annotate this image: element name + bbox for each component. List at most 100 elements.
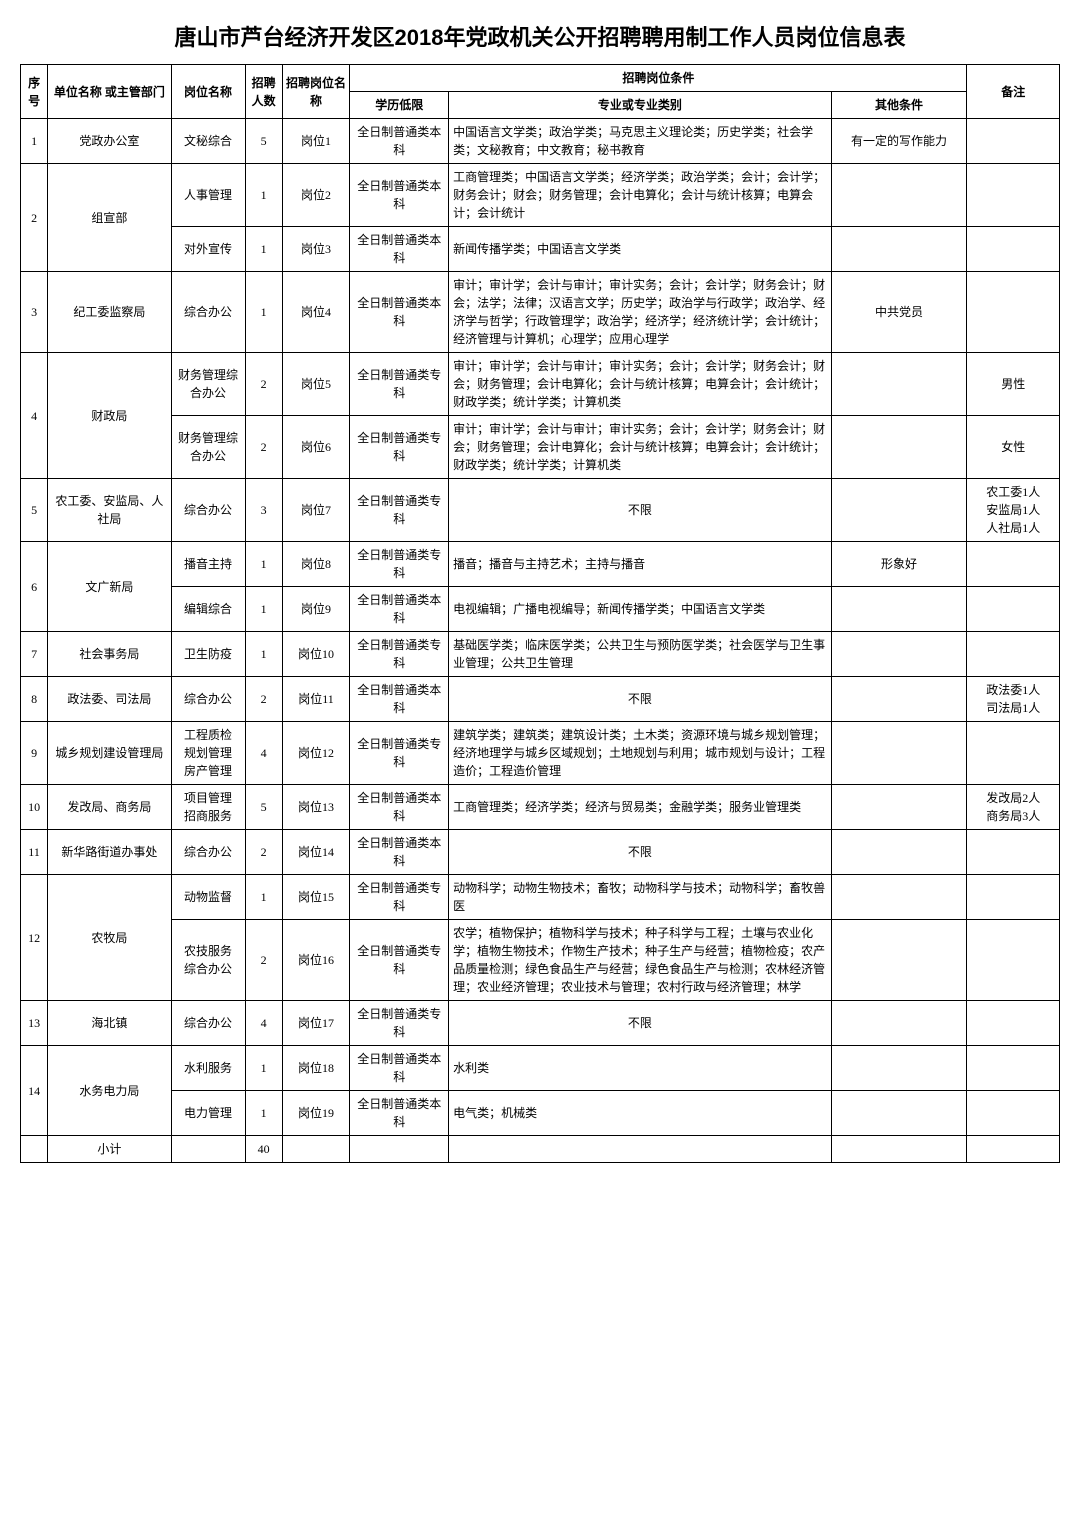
table-row: 8政法委、司法局综合办公2岗位11全日制普通类本科不限政法委1人 司法局1人	[21, 677, 1060, 722]
cell-other	[831, 227, 967, 272]
table-row: 财务管理综合办公2岗位6全日制普通类专科审计；审计学；会计与审计；审计实务；会计…	[21, 416, 1060, 479]
cell-pname: 岗位4	[282, 272, 350, 353]
th-cond: 招聘岗位条件	[350, 65, 967, 92]
cell-other: 形象好	[831, 542, 967, 587]
cell-num: 2	[245, 920, 282, 1001]
cell-edu: 全日制普通类专科	[350, 353, 449, 416]
cell-edu: 全日制普通类专科	[350, 542, 449, 587]
cell-seq: 1	[21, 119, 48, 164]
cell-remark	[967, 1091, 1060, 1136]
cell-post: 人事管理	[171, 164, 245, 227]
cell-remark	[967, 119, 1060, 164]
cell-pname: 岗位11	[282, 677, 350, 722]
cell-major: 不限	[449, 677, 832, 722]
cell-pname: 岗位10	[282, 632, 350, 677]
cell-post: 综合办公	[171, 677, 245, 722]
cell-num: 2	[245, 830, 282, 875]
cell-pname: 岗位16	[282, 920, 350, 1001]
cell-pname: 岗位7	[282, 479, 350, 542]
cell-num: 1	[245, 272, 282, 353]
cell-post: 项目管理 招商服务	[171, 785, 245, 830]
cell-seq: 7	[21, 632, 48, 677]
cell-dept: 文广新局	[48, 542, 171, 632]
cell-major: 农学；植物保护；植物科学与技术；种子科学与工程；土壤与农业化学；植物生物技术；作…	[449, 920, 832, 1001]
cell-other: 中共党员	[831, 272, 967, 353]
table-row: 4财政局财务管理综合办公2岗位5全日制普通类专科审计；审计学；会计与审计；审计实…	[21, 353, 1060, 416]
table-row: 6文广新局播音主持1岗位8全日制普通类专科播音；播音与主持艺术；主持与播音形象好	[21, 542, 1060, 587]
cell-remark: 女性	[967, 416, 1060, 479]
cell-dept: 城乡规划建设管理局	[48, 722, 171, 785]
cell-other	[831, 830, 967, 875]
cell-post: 综合办公	[171, 479, 245, 542]
th-other: 其他条件	[831, 92, 967, 119]
cell-num: 3	[245, 479, 282, 542]
cell-num: 1	[245, 632, 282, 677]
cell-post: 综合办公	[171, 1001, 245, 1046]
cell-other	[831, 1046, 967, 1091]
subtotal-row: 小计 40	[21, 1136, 1060, 1163]
cell-num: 1	[245, 1046, 282, 1091]
cell-pname: 岗位9	[282, 587, 350, 632]
cell-edu: 全日制普通类专科	[350, 632, 449, 677]
cell-post: 动物监督	[171, 875, 245, 920]
cell-major: 审计；审计学；会计与审计；审计实务；会计；会计学；财务会计；财会；财务管理；会计…	[449, 353, 832, 416]
table-row: 9城乡规划建设管理局工程质检 规划管理 房产管理4岗位12全日制普通类专科建筑学…	[21, 722, 1060, 785]
cell-post: 编辑综合	[171, 587, 245, 632]
cell-dept: 组宣部	[48, 164, 171, 272]
table-row: 编辑综合1岗位9全日制普通类本科电视编辑；广播电视编导；新闻传播学类；中国语言文…	[21, 587, 1060, 632]
cell-edu: 全日制普通类本科	[350, 587, 449, 632]
cell-seq: 9	[21, 722, 48, 785]
cell-pname: 岗位5	[282, 353, 350, 416]
cell-edu: 全日制普通类本科	[350, 830, 449, 875]
cell-edu	[350, 1136, 449, 1163]
cell-major: 建筑学类；建筑类；建筑设计类；土木类；资源环境与城乡规划管理；经济地理学与城乡区…	[449, 722, 832, 785]
cell-post: 农技服务 综合办公	[171, 920, 245, 1001]
cell-other	[831, 1001, 967, 1046]
cell-post: 财务管理综合办公	[171, 416, 245, 479]
cell-dept: 党政办公室	[48, 119, 171, 164]
table-row: 7社会事务局卫生防疫1岗位10全日制普通类专科基础医学类；临床医学类；公共卫生与…	[21, 632, 1060, 677]
table-row: 11新华路街道办事处综合办公2岗位14全日制普通类本科不限	[21, 830, 1060, 875]
cell-dept: 农牧局	[48, 875, 171, 1001]
cell-seq: 10	[21, 785, 48, 830]
table-row: 对外宣传1岗位3全日制普通类本科新闻传播学类；中国语言文学类	[21, 227, 1060, 272]
cell-other	[831, 875, 967, 920]
cell-num: 1	[245, 542, 282, 587]
cell-num: 1	[245, 227, 282, 272]
cell-remark	[967, 1046, 1060, 1091]
cell-major: 不限	[449, 830, 832, 875]
cell-edu: 全日制普通类本科	[350, 1046, 449, 1091]
cell-seq: 12	[21, 875, 48, 1001]
cell-major: 播音；播音与主持艺术；主持与播音	[449, 542, 832, 587]
cell-edu: 全日制普通类本科	[350, 119, 449, 164]
cell-dept: 政法委、司法局	[48, 677, 171, 722]
cell-major: 工商管理类；经济学类；经济与贸易类；金融学类；服务业管理类	[449, 785, 832, 830]
cell-remark: 发改局2人 商务局3人	[967, 785, 1060, 830]
table-row: 3纪工委监察局综合办公1岗位4全日制普通类本科审计；审计学；会计与审计；审计实务…	[21, 272, 1060, 353]
cell-other	[831, 479, 967, 542]
cell-other	[831, 677, 967, 722]
cell-remark: 农工委1人 安监局1人 人社局1人	[967, 479, 1060, 542]
cell-num: 1	[245, 587, 282, 632]
cell-other	[831, 416, 967, 479]
cell-post: 对外宣传	[171, 227, 245, 272]
cell-major	[449, 1136, 832, 1163]
cell-remark	[967, 164, 1060, 227]
cell-major: 电气类；机械类	[449, 1091, 832, 1136]
th-dept: 单位名称 或主管部门	[48, 65, 171, 119]
cell-post: 综合办公	[171, 830, 245, 875]
cell-remark	[967, 1136, 1060, 1163]
cell-remark	[967, 722, 1060, 785]
table-row: 农技服务 综合办公2岗位16全日制普通类专科农学；植物保护；植物科学与技术；种子…	[21, 920, 1060, 1001]
cell-post: 水利服务	[171, 1046, 245, 1091]
cell-other	[831, 164, 967, 227]
cell-dept: 财政局	[48, 353, 171, 479]
cell-subtotal-label: 小计	[48, 1136, 171, 1163]
cell-edu: 全日制普通类专科	[350, 722, 449, 785]
page-title: 唐山市芦台经济开发区2018年党政机关公开招聘聘用制工作人员岗位信息表	[20, 20, 1060, 52]
cell-pname: 岗位13	[282, 785, 350, 830]
cell-subtotal-num: 40	[245, 1136, 282, 1163]
table-row: 12农牧局动物监督1岗位15全日制普通类专科动物科学；动物生物技术；畜牧；动物科…	[21, 875, 1060, 920]
cell-dept: 发改局、商务局	[48, 785, 171, 830]
cell-edu: 全日制普通类专科	[350, 875, 449, 920]
